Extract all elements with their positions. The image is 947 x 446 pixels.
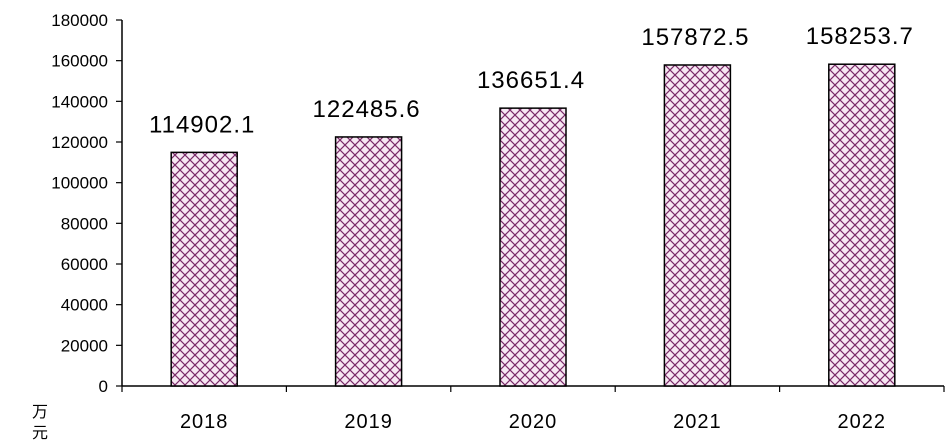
y-tick-label: 20000 bbox=[61, 336, 108, 355]
bars bbox=[170, 63, 896, 387]
y-tick-label: 120000 bbox=[51, 133, 108, 152]
x-tick-label: 2022 bbox=[838, 411, 887, 433]
data-labels: 114902.1 122485.6 136651.4 157872.5 158253.7 bbox=[149, 23, 914, 138]
y-tick-label: 40000 bbox=[61, 296, 108, 315]
y-tick-label: 140000 bbox=[51, 92, 108, 111]
data-label-2020: 136651.4 bbox=[477, 67, 585, 94]
y-tick-label: 100000 bbox=[51, 174, 108, 193]
x-tick-label: 2020 bbox=[509, 411, 558, 433]
x-tick-label: 2021 bbox=[673, 411, 722, 433]
y-tick-label: 80000 bbox=[61, 214, 108, 233]
data-label-2022: 158253.7 bbox=[806, 23, 914, 50]
x-tick-label: 2019 bbox=[344, 411, 393, 433]
y-tick-label: 160000 bbox=[51, 52, 108, 71]
x-tick-label: 2018 bbox=[180, 411, 229, 433]
y-tick-label: 180000 bbox=[51, 11, 108, 30]
x-axis-labels: 2018 2019 2020 2021 2022 bbox=[180, 411, 887, 433]
bar-2019 bbox=[334, 136, 403, 387]
y-axis-ticks: 0 20000 40000 60000 80000 100000 120000 140000 1… bbox=[51, 11, 122, 396]
bar-2020 bbox=[499, 107, 567, 387]
data-label-2019: 122485.6 bbox=[313, 96, 421, 123]
data-label-2018: 114902.1 bbox=[149, 111, 255, 138]
y-tick-label: 60000 bbox=[61, 255, 108, 274]
bar-2022 bbox=[828, 63, 896, 387]
y-tick-label: 0 bbox=[99, 377, 108, 396]
bar-2021 bbox=[663, 64, 732, 387]
data-label-2021: 157872.5 bbox=[641, 24, 749, 51]
bar-2018 bbox=[170, 151, 238, 387]
y-axis-unit-label: 万元 bbox=[32, 402, 48, 442]
